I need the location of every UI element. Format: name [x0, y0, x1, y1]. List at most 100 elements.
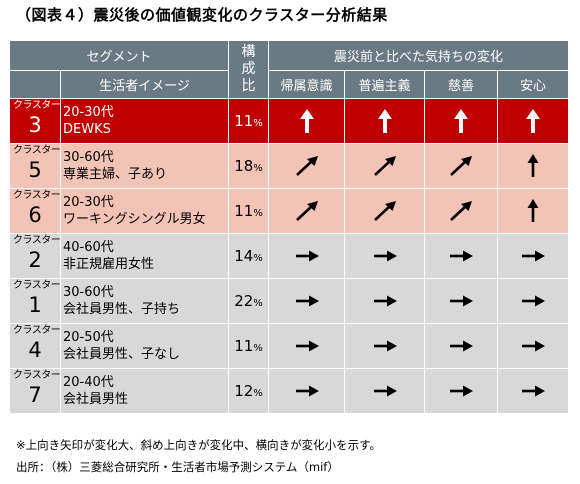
- change-security-cell: [497, 98, 569, 144]
- change-belonging-cell: [268, 233, 345, 279]
- cluster-number: 6: [28, 203, 42, 227]
- table-row: クラスター 7 20-40代 会社員男性 12%: [9, 368, 569, 414]
- change-security-cell: [497, 188, 569, 234]
- lifestyle-text: DEWKS: [63, 122, 111, 137]
- percent-unit: %: [253, 208, 263, 219]
- change-charity-cell: [424, 143, 498, 189]
- up-arrow-icon: [425, 108, 497, 134]
- ratio-header: 構 成 比: [228, 40, 269, 99]
- age-range: 20-30代: [63, 195, 114, 210]
- ratio-cell: 14%: [228, 233, 269, 279]
- right-arrow-icon: [345, 340, 424, 352]
- diagonal-up-arrow-icon: [345, 155, 424, 177]
- right-arrow-icon: [498, 295, 568, 307]
- change-belonging-cell: [268, 188, 345, 234]
- ratio-header-char: 比: [241, 78, 256, 94]
- segment-header: セグメント: [9, 40, 229, 71]
- cluster-cell: クラスター 1: [9, 278, 61, 324]
- cluster-table: セグメント 構 成 比 震災前と比べた気持ちの変化 生活者イメージ 帰属意識 普…: [9, 40, 569, 414]
- ratio-value: 11: [234, 112, 254, 130]
- column-header-universalism: 普遍主義: [344, 70, 425, 99]
- percent-unit: %: [253, 118, 263, 129]
- age-range: 30-60代: [63, 150, 114, 165]
- change-universalism-cell: [344, 368, 425, 414]
- ratio-cell: 11%: [228, 98, 269, 144]
- right-arrow-icon: [345, 250, 424, 262]
- table-row: クラスター 4 20-50代 会社員男性、子なし 11%: [9, 323, 569, 369]
- lifestyle-description: 30-60代 会社員男性、子持ち: [60, 278, 229, 324]
- up-arrow-icon: [498, 108, 568, 134]
- right-arrow-icon: [498, 250, 568, 262]
- cluster-cell: クラスター 7: [9, 368, 61, 414]
- ratio-value: 18: [234, 157, 254, 175]
- cluster-number: 7: [28, 383, 42, 407]
- cluster-label: クラスター: [13, 100, 61, 111]
- change-charity-cell: [424, 323, 498, 369]
- table-row: クラスター 5 30-60代 専業主婦、子あり 18%: [9, 143, 569, 189]
- lifestyle-description: 20-40代 会社員男性: [60, 368, 229, 414]
- lifestyle-description: 30-60代 専業主婦、子あり: [60, 143, 229, 189]
- cluster-cell: クラスター 5: [9, 143, 61, 189]
- right-arrow-icon: [498, 340, 568, 352]
- table-row: クラスター 3 20-30代 DEWKS 11%: [9, 98, 569, 144]
- source-note: 出所：（株）三菱総合研究所・生活者市場予測システム（mif）: [16, 460, 339, 474]
- ratio-cell: 11%: [228, 323, 269, 369]
- cluster-cell: クラスター 3: [9, 98, 61, 144]
- change-universalism-cell: [344, 233, 425, 279]
- change-security-cell: [497, 143, 569, 189]
- cluster-rows: クラスター 3 20-30代 DEWKS 11% クラスター 5 30-60代 専業主婦、子あり…: [9, 98, 569, 414]
- percent-unit: %: [253, 343, 263, 354]
- change-belonging-cell: [268, 323, 345, 369]
- change-security-cell: [497, 233, 569, 279]
- diagonal-up-arrow-icon: [425, 200, 497, 222]
- ratio-value: 14: [234, 247, 254, 265]
- up-arrow-icon: [269, 108, 344, 134]
- lifestyle-text: 会社員男性、子なし: [63, 347, 181, 362]
- right-arrow-icon: [425, 340, 497, 352]
- age-range: 30-60代: [63, 285, 114, 300]
- ratio-value: 22: [234, 292, 254, 310]
- up-arrow-icon: [345, 108, 424, 134]
- right-arrow-icon: [345, 385, 424, 397]
- up-arrow-icon: [498, 154, 568, 178]
- table-row: クラスター 6 20-30代 ワーキングシングル男女 11%: [9, 188, 569, 234]
- cluster-label: クラスター: [13, 370, 61, 381]
- ratio-header-char: 成: [241, 61, 256, 77]
- diagonal-up-arrow-icon: [345, 200, 424, 222]
- lifestyle-description: 20-30代ワーキングシングル男女: [60, 188, 229, 234]
- figure-title: （図表４）震災後の価値観変化のクラスター分析結果: [16, 6, 388, 24]
- diagonal-up-arrow-icon: [425, 155, 497, 177]
- change-universalism-cell: [344, 143, 425, 189]
- lifestyle-description: 20-30代 DEWKS: [60, 98, 229, 144]
- percent-unit: %: [253, 163, 263, 174]
- cluster-label: クラスター: [13, 145, 61, 156]
- blank-header-cell: [9, 70, 61, 99]
- age-range: 20-40代: [63, 375, 114, 390]
- change-charity-cell: [424, 278, 498, 324]
- diagonal-up-arrow-icon: [269, 155, 344, 177]
- age-range: 40-60代: [63, 240, 114, 255]
- ratio-value: 12: [234, 382, 254, 400]
- cluster-label: クラスター: [13, 280, 61, 291]
- lifestyle-description: 20-50代 会社員男性、子なし: [60, 323, 229, 369]
- table-row: クラスター 2 40-60代 非正規雇用女性 14%: [9, 233, 569, 279]
- column-header-security: 安心: [497, 70, 569, 99]
- change-belonging-cell: [268, 368, 345, 414]
- cluster-number: 3: [28, 113, 42, 137]
- change-charity-cell: [424, 368, 498, 414]
- lifestyle-text: 会社員男性: [63, 392, 129, 407]
- change-security-cell: [497, 278, 569, 324]
- lifestyle-image-header: 生活者イメージ: [60, 70, 229, 99]
- change-group-header: 震災前と比べた気持ちの変化: [268, 40, 569, 71]
- cluster-cell: クラスター 2: [9, 233, 61, 279]
- cluster-label: クラスター: [13, 190, 61, 201]
- ratio-cell: 11%: [228, 188, 269, 234]
- change-universalism-cell: [344, 278, 425, 324]
- right-arrow-icon: [269, 340, 344, 352]
- cluster-cell: クラスター 6: [9, 188, 61, 234]
- change-charity-cell: [424, 188, 498, 234]
- ratio-cell: 18%: [228, 143, 269, 189]
- right-arrow-icon: [425, 385, 497, 397]
- lifestyle-text: ワーキングシングル男女: [63, 212, 206, 227]
- change-charity-cell: [424, 233, 498, 279]
